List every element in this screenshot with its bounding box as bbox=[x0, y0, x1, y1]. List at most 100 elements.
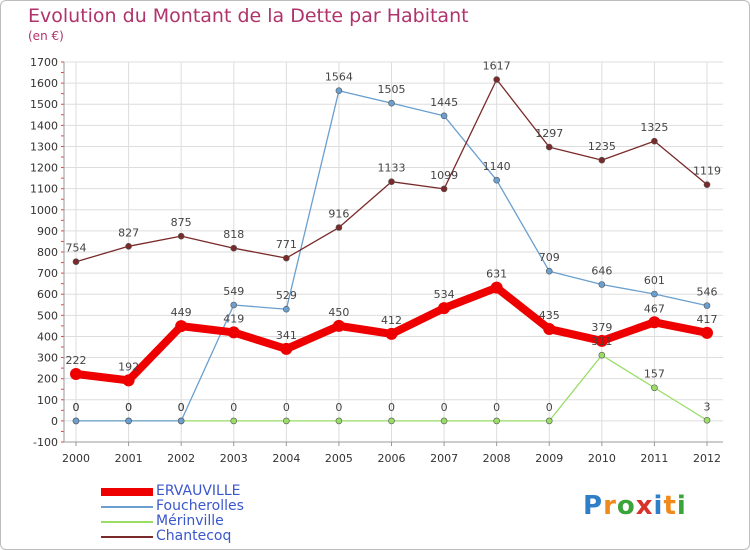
x-tick-label: 2001 bbox=[115, 452, 143, 465]
data-point bbox=[598, 156, 606, 164]
data-label: 534 bbox=[434, 288, 455, 301]
data-label: 0 bbox=[493, 401, 500, 414]
logo-letter: o bbox=[616, 491, 636, 521]
data-point bbox=[651, 137, 658, 145]
data-label: 449 bbox=[171, 306, 192, 319]
y-tick-label: 200 bbox=[37, 373, 58, 386]
x-tick-label: 2008 bbox=[483, 452, 511, 465]
chart-title: Evolution du Montant de la Dette par Hab… bbox=[28, 5, 469, 27]
data-label: 157 bbox=[644, 368, 665, 381]
data-point bbox=[651, 384, 658, 392]
data-label: 1325 bbox=[640, 121, 668, 134]
data-point bbox=[703, 181, 711, 188]
data-label: 529 bbox=[276, 289, 297, 302]
data-point bbox=[335, 87, 343, 95]
data-point bbox=[230, 244, 238, 252]
data-point bbox=[72, 417, 80, 425]
data-label: 631 bbox=[486, 268, 507, 281]
data-point bbox=[283, 305, 290, 313]
logo-letter: P bbox=[583, 491, 604, 521]
data-label: 0 bbox=[178, 401, 185, 414]
data-label: 546 bbox=[697, 286, 718, 299]
data-label: 1617 bbox=[483, 60, 511, 73]
x-tick-label: 2011 bbox=[640, 452, 668, 465]
legend-swatch-merinville bbox=[101, 521, 153, 523]
x-tick-label: 2010 bbox=[588, 452, 616, 465]
data-point bbox=[230, 417, 238, 425]
data-point bbox=[598, 281, 606, 288]
x-tick-label: 2003 bbox=[220, 452, 248, 465]
data-label: 875 bbox=[171, 216, 192, 229]
y-tick-label: 500 bbox=[37, 309, 58, 322]
data-label: 549 bbox=[223, 285, 244, 298]
data-label: 1140 bbox=[483, 160, 511, 173]
x-tick-label: 2009 bbox=[535, 452, 563, 465]
y-tick-label: 400 bbox=[37, 330, 58, 343]
data-label: 754 bbox=[66, 242, 87, 255]
data-point bbox=[438, 302, 451, 315]
y-tick-label: 1400 bbox=[30, 119, 58, 132]
y-tick-label: -100 bbox=[33, 436, 58, 449]
data-point bbox=[651, 290, 658, 298]
data-label: 1505 bbox=[378, 83, 406, 96]
data-point bbox=[177, 417, 185, 425]
data-point bbox=[545, 143, 553, 151]
y-tick-label: 700 bbox=[37, 267, 58, 280]
y-tick-label: 600 bbox=[37, 288, 58, 301]
legend-swatch-foucherolles bbox=[101, 506, 153, 508]
x-tick-label: 2007 bbox=[430, 452, 458, 465]
y-tick-label: 0 bbox=[51, 415, 58, 428]
data-label: 0 bbox=[230, 401, 237, 414]
y-tick-label: 800 bbox=[37, 246, 58, 259]
y-tick-label: 900 bbox=[37, 225, 58, 238]
data-point bbox=[543, 323, 556, 336]
data-label: 379 bbox=[591, 321, 612, 334]
data-label: 916 bbox=[328, 208, 349, 221]
data-point bbox=[335, 224, 343, 231]
data-point bbox=[72, 258, 80, 266]
data-label: 646 bbox=[591, 265, 612, 278]
data-point bbox=[440, 112, 448, 120]
data-label: 0 bbox=[125, 401, 132, 414]
data-point bbox=[332, 319, 345, 332]
data-label: 0 bbox=[283, 401, 290, 414]
y-tick-label: 1100 bbox=[30, 183, 58, 196]
data-label: 1564 bbox=[325, 71, 353, 84]
data-point bbox=[122, 374, 135, 387]
data-point bbox=[388, 99, 395, 107]
legend-label-merinville: Mérinville bbox=[156, 513, 224, 529]
data-label: 3 bbox=[704, 400, 711, 413]
data-label: 1133 bbox=[378, 162, 406, 175]
data-point bbox=[440, 185, 448, 193]
data-point bbox=[283, 417, 290, 425]
x-tick-label: 2006 bbox=[378, 452, 406, 465]
data-point bbox=[648, 316, 661, 329]
data-label: 0 bbox=[178, 401, 185, 414]
data-label: 192 bbox=[118, 360, 139, 373]
y-tick-label: 300 bbox=[37, 352, 58, 365]
logo-letter: i bbox=[676, 491, 687, 521]
data-label: 412 bbox=[381, 314, 402, 327]
y-tick-label: 1500 bbox=[30, 98, 58, 111]
proxiti-logo: Proxiti bbox=[583, 491, 687, 521]
y-tick-label: 1700 bbox=[30, 56, 58, 69]
data-point bbox=[545, 267, 553, 275]
data-label: 0 bbox=[441, 401, 448, 414]
data-point bbox=[335, 417, 343, 425]
logo-letter: i bbox=[653, 491, 664, 521]
data-point bbox=[125, 243, 132, 250]
chart-subtitle: (en €) bbox=[28, 29, 64, 43]
data-point bbox=[388, 178, 395, 185]
data-point bbox=[227, 326, 240, 339]
data-point bbox=[177, 232, 185, 240]
legend-swatch-ervauville bbox=[101, 488, 153, 496]
data-label: 0 bbox=[125, 401, 132, 414]
data-point bbox=[545, 417, 553, 425]
data-label: 1099 bbox=[430, 169, 458, 182]
data-point bbox=[230, 301, 238, 309]
data-label: 341 bbox=[276, 329, 297, 342]
data-point bbox=[595, 334, 608, 347]
data-label: 0 bbox=[73, 401, 80, 414]
